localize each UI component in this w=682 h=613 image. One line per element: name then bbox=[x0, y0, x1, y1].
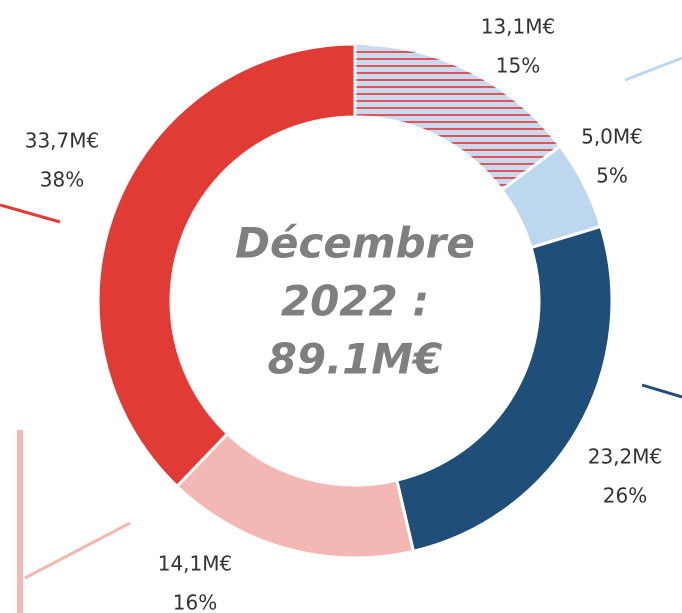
share-label: 38% bbox=[40, 168, 84, 192]
slice bbox=[395, 224, 614, 554]
center-text: 2022 : bbox=[281, 277, 429, 326]
leader-line bbox=[641, 383, 682, 399]
share-label: 16% bbox=[173, 591, 217, 613]
share-label: 15% bbox=[496, 54, 540, 78]
center-text: 89.1M€ bbox=[268, 335, 443, 384]
value-label: 23,2M€ bbox=[588, 445, 663, 469]
leader-line bbox=[624, 56, 682, 82]
leader-line bbox=[24, 521, 131, 580]
value-label: 33,7M€ bbox=[25, 129, 100, 153]
share-label: 26% bbox=[603, 484, 647, 508]
slices bbox=[96, 42, 614, 560]
slice bbox=[96, 42, 357, 489]
value-label: 14,1M€ bbox=[158, 552, 233, 576]
leader-line bbox=[0, 203, 61, 224]
value-label: 13,1M€ bbox=[481, 15, 556, 39]
share-label: 5% bbox=[596, 164, 628, 188]
value-label: 5,0M€ bbox=[581, 125, 643, 149]
slice bbox=[174, 431, 416, 560]
center-text: Décembre bbox=[235, 219, 475, 268]
